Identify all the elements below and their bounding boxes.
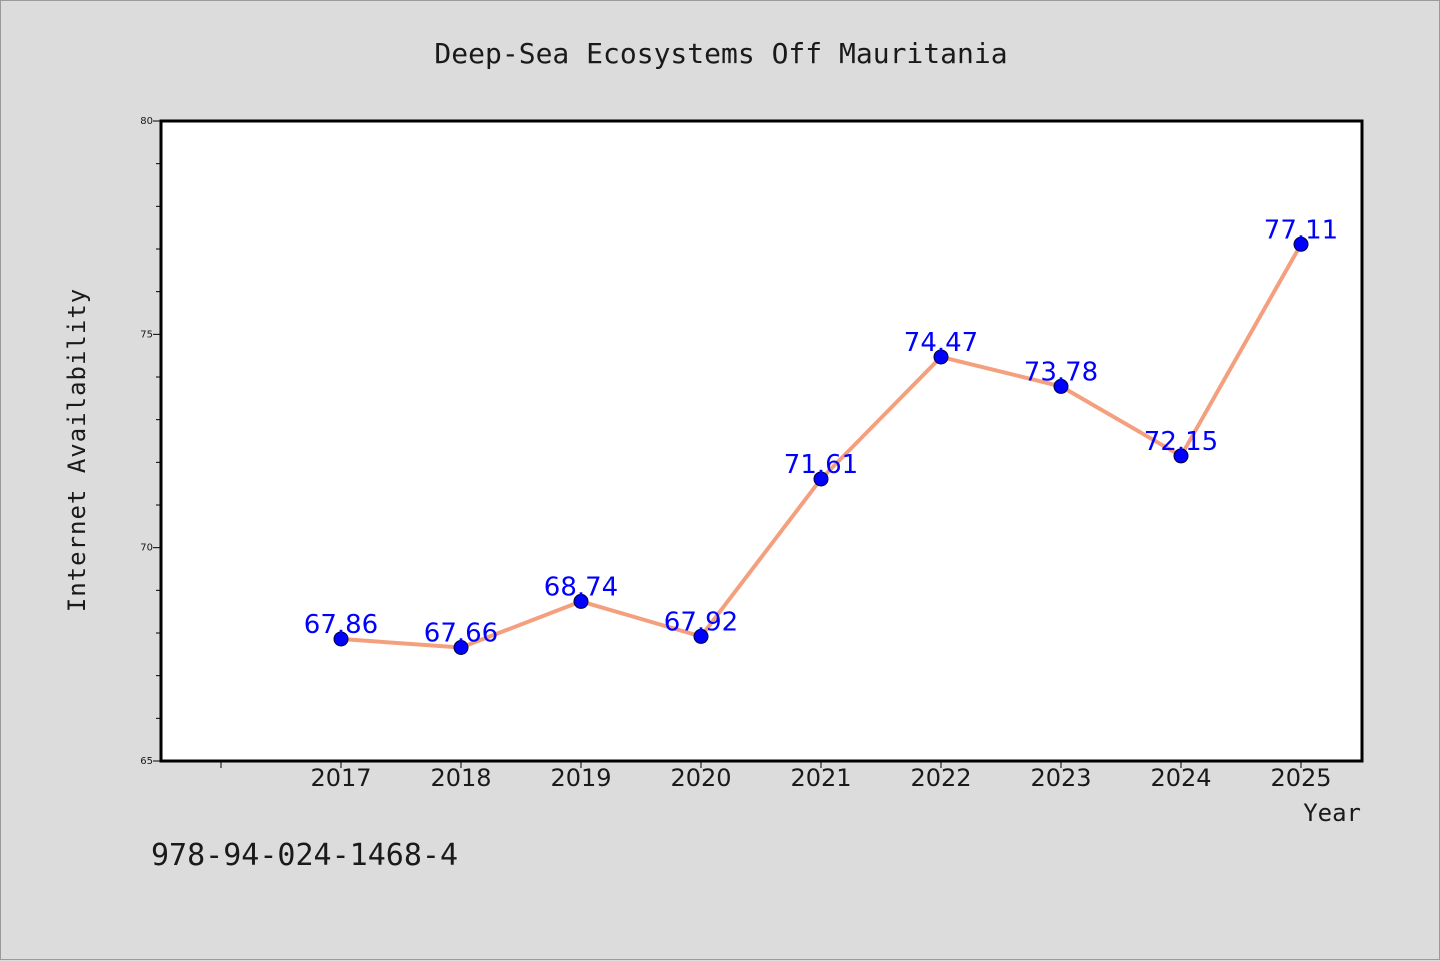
x-tick-label: 2023 bbox=[1030, 764, 1091, 792]
data-label: 71.61 bbox=[784, 450, 858, 480]
chart-title: Deep-Sea Ecosystems Off Mauritania bbox=[434, 37, 1007, 70]
data-label: 68.74 bbox=[544, 572, 618, 602]
data-label: 67.66 bbox=[424, 619, 498, 649]
series-layer: 67.86 67.66 68.74 67.92 71.61 74.47 73.78 72.15… bbox=[304, 215, 1338, 656]
y-tick-label: 80 bbox=[140, 116, 153, 127]
axis-ticks: 65 70 75 80 2017 2018 2019 2020 2021 2022 2023 2024… bbox=[140, 116, 1331, 792]
data-point bbox=[693, 628, 709, 644]
data-label: 77.11 bbox=[1264, 215, 1338, 245]
x-tick-label: 2020 bbox=[670, 764, 731, 792]
data-point bbox=[1293, 236, 1309, 252]
x-tick-label: 2022 bbox=[910, 764, 971, 792]
data-point bbox=[813, 471, 829, 487]
data-label: 67.86 bbox=[304, 610, 378, 640]
y-tick-label: 65 bbox=[140, 756, 153, 767]
plot-area bbox=[161, 121, 1362, 761]
data-point bbox=[573, 593, 589, 609]
data-label: 73.78 bbox=[1024, 357, 1098, 387]
y-axis-label: Internet Availability bbox=[63, 288, 91, 612]
x-tick-label: 2025 bbox=[1270, 764, 1331, 792]
x-tick-label: 2018 bbox=[430, 764, 491, 792]
x-tick-label: 2024 bbox=[1150, 764, 1211, 792]
data-label: 67.92 bbox=[664, 607, 738, 637]
data-point bbox=[1053, 378, 1069, 394]
y-tick-label: 75 bbox=[140, 329, 153, 340]
data-point bbox=[453, 640, 469, 656]
y-tick-label: 70 bbox=[140, 543, 153, 554]
x-tick-label: 2017 bbox=[310, 764, 371, 792]
x-tick-label: 2019 bbox=[550, 764, 611, 792]
plot-border bbox=[159, 119, 1364, 763]
data-point bbox=[1173, 448, 1189, 464]
data-point bbox=[933, 349, 949, 365]
isbn-text: 978-94-024-1468-4 bbox=[151, 838, 458, 873]
data-label: 72.15 bbox=[1144, 427, 1218, 457]
data-point bbox=[333, 631, 349, 647]
x-axis-label: Year bbox=[1303, 799, 1361, 827]
data-label: 74.47 bbox=[904, 328, 978, 358]
x-tick-label: 2021 bbox=[790, 764, 851, 792]
